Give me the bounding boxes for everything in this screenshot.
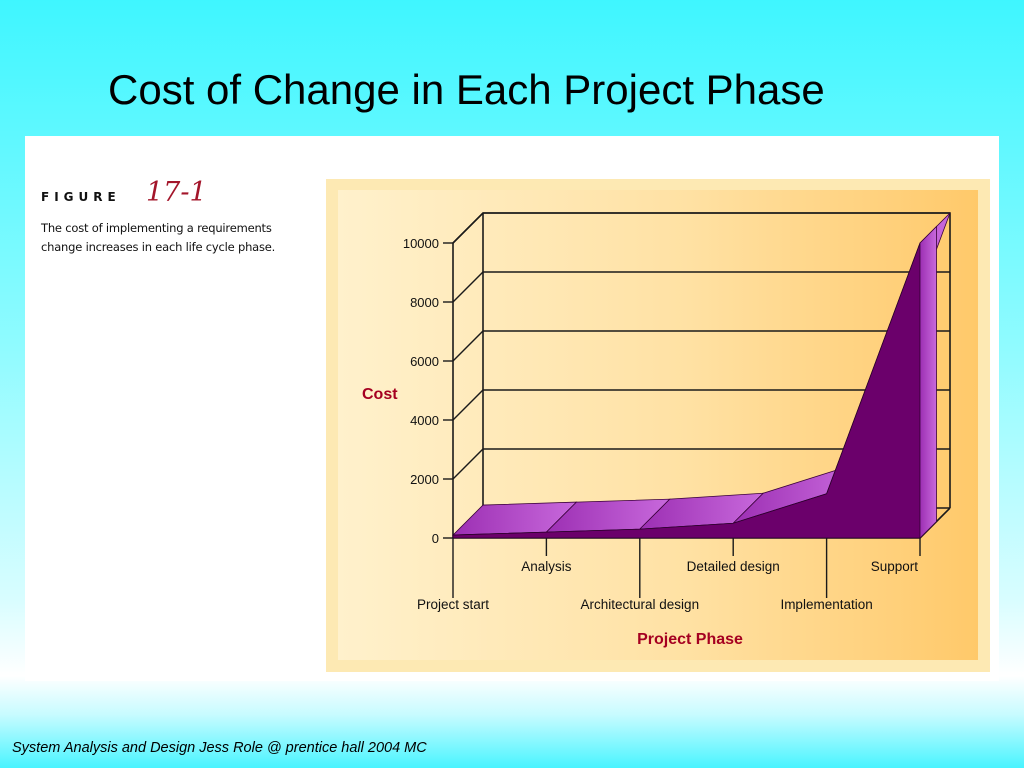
x-tick-label: Project start xyxy=(417,597,489,612)
y-tick-label: 0 xyxy=(432,531,439,546)
y-tick-label: 8000 xyxy=(410,295,439,310)
figure-caption-line-1: The cost of implementing a requirements xyxy=(41,221,272,235)
gridline xyxy=(452,271,950,303)
figure-caption-line-2: change increases in each life cycle phas… xyxy=(41,240,276,254)
gridline xyxy=(452,330,950,362)
y-tick-label: 10000 xyxy=(403,236,439,251)
y-tick-label: 2000 xyxy=(410,472,439,487)
figure-caption: The cost of implementing a requirements … xyxy=(41,219,291,257)
x-tick-label: Architectural design xyxy=(581,597,700,612)
y-tick-label: 6000 xyxy=(410,354,439,369)
cost-chart: 0 2000 4000 6000 8000 10000 Project start Analy… xyxy=(362,212,951,648)
figure-number: 17-1 xyxy=(146,177,207,208)
x-tick-label: Implementation xyxy=(780,597,872,612)
slide-title: Cost of Change in Each Project Phase xyxy=(108,66,825,113)
area-side-face xyxy=(919,225,937,539)
gridline xyxy=(452,448,950,480)
x-tick-label: Detailed design xyxy=(687,559,780,574)
gridline xyxy=(452,212,950,244)
figure-label: FIGURE xyxy=(41,190,121,204)
y-axis-label: Cost xyxy=(362,386,398,403)
x-axis-label: Project Phase xyxy=(637,631,743,648)
slide-footer: System Analysis and Design Jess Role @ p… xyxy=(12,740,427,756)
x-tick-label: Analysis xyxy=(521,559,572,574)
y-tick-label: 4000 xyxy=(410,413,439,428)
x-tick-label: Support xyxy=(871,559,919,574)
gridline xyxy=(452,389,950,421)
